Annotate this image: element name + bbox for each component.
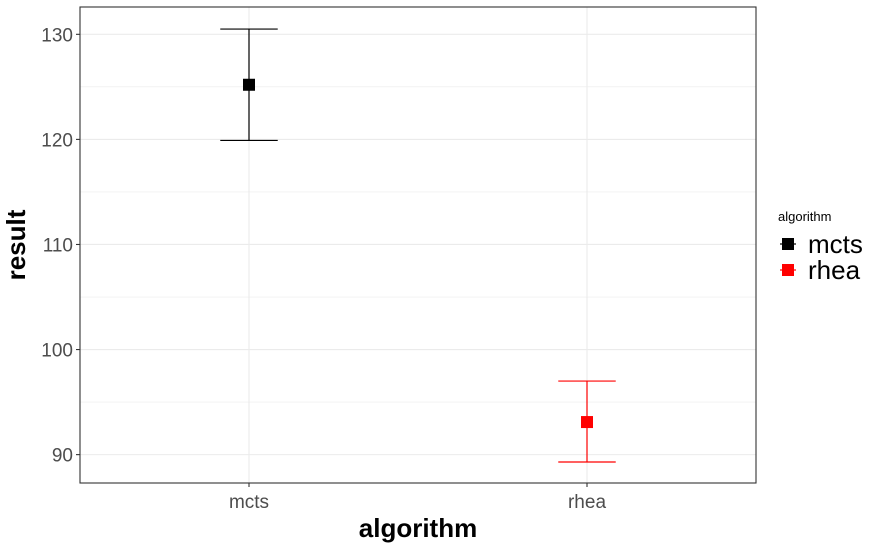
y-axis-title: result bbox=[1, 209, 31, 280]
minor-gridlines bbox=[80, 86, 756, 403]
y-tick-label: 100 bbox=[41, 341, 73, 362]
legend-key-marker bbox=[782, 264, 794, 276]
legend-key-marker bbox=[782, 238, 794, 250]
y-axis: 90 100 110 120 130 bbox=[41, 25, 80, 467]
legend-item-mcts: mcts bbox=[780, 229, 863, 259]
legend-label: rhea bbox=[808, 255, 861, 285]
x-tick-label: mcts bbox=[229, 492, 269, 513]
x-axis: mcts rhea bbox=[229, 483, 606, 513]
y-tick-label: 110 bbox=[43, 235, 73, 256]
data-point bbox=[243, 78, 255, 91]
errorbar-mcts bbox=[220, 28, 278, 142]
data-marks bbox=[220, 28, 616, 463]
legend-item-rhea: rhea bbox=[780, 255, 861, 285]
x-tick-label: rhea bbox=[568, 492, 606, 513]
y-tick-label: 130 bbox=[41, 25, 73, 46]
y-tick-label: 90 bbox=[52, 446, 73, 467]
y-tick-label: 120 bbox=[41, 130, 73, 151]
legend-title: algorithm bbox=[778, 209, 831, 224]
data-point bbox=[581, 416, 593, 429]
legend-label: mcts bbox=[808, 229, 863, 259]
x-axis-title: algorithm bbox=[359, 513, 477, 543]
plot-area bbox=[79, 6, 757, 484]
errorbar-rhea bbox=[558, 380, 616, 463]
